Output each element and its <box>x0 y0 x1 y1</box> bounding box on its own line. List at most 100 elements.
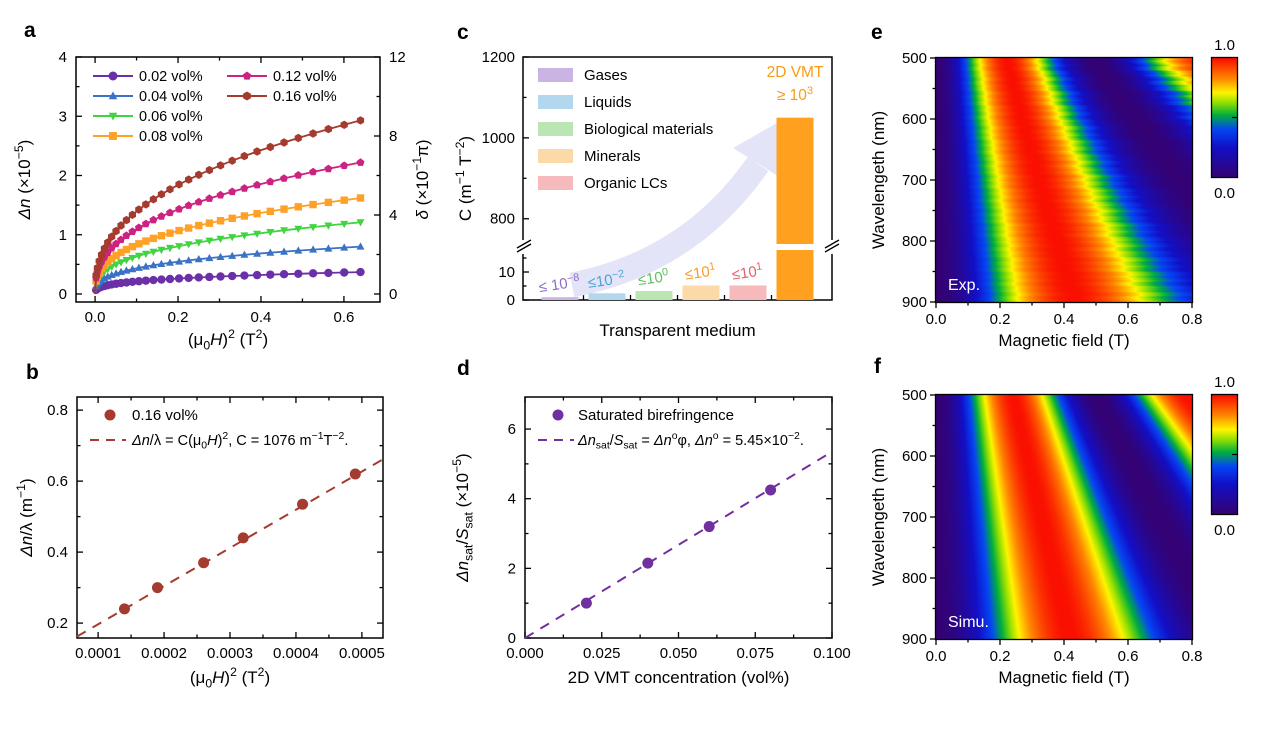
svg-text:0.0: 0.0 <box>1214 185 1235 202</box>
svg-text:0.0003: 0.0003 <box>207 645 253 662</box>
svg-text:Exp.: Exp. <box>948 277 980 294</box>
svg-text:10: 10 <box>498 264 515 281</box>
svg-text:0.0: 0.0 <box>926 648 947 665</box>
svg-text:800: 800 <box>490 211 515 228</box>
svg-text:0.6: 0.6 <box>1118 311 1139 328</box>
svg-text:Gases: Gases <box>584 67 627 84</box>
svg-text:0.6: 0.6 <box>47 473 68 490</box>
svg-text:0.4: 0.4 <box>251 309 272 326</box>
chart-b: 0.0001 0.0002 0.0003 0.0004 0.0005 0.2 0.4 0.6 0… <box>14 396 385 690</box>
svg-text:4: 4 <box>59 49 67 66</box>
svg-text:2D VMT concentration (vol%): 2D VMT concentration (vol%) <box>568 668 790 687</box>
svg-text:12: 12 <box>389 49 406 66</box>
svg-text:0.2: 0.2 <box>168 309 189 326</box>
panel-label-f: f <box>874 355 881 378</box>
svg-text:0.8: 0.8 <box>47 402 68 419</box>
heatmap-exp-canvas <box>936 58 1192 302</box>
svg-text:0.2: 0.2 <box>47 615 68 632</box>
svg-text:2D VMT: 2D VMT <box>767 64 824 81</box>
svg-text:0.0005: 0.0005 <box>339 645 385 662</box>
svg-text:3: 3 <box>59 108 67 125</box>
svg-text:≥ 103: ≥ 103 <box>777 85 813 104</box>
svg-text:0.0004: 0.0004 <box>273 645 319 662</box>
svg-text:8: 8 <box>389 128 397 145</box>
svg-text:6: 6 <box>508 421 516 438</box>
svg-text:Magnetic field (T): Magnetic field (T) <box>998 331 1129 350</box>
svg-text:Wavelengeth (nm): Wavelengeth (nm) <box>869 111 888 249</box>
svg-text:2: 2 <box>59 168 67 185</box>
svg-text:Saturated birefringence: Saturated birefringence <box>578 407 734 424</box>
svg-text:C (m−1 T−2): C (m−1 T−2) <box>453 136 475 221</box>
chart-c: 0 10 800 1000 1200 ≤ 10−8 ≤10−2 ≤100 ≤101 ≤101 2D … <box>453 49 840 340</box>
chart-e: 0.0 0.2 0.4 0.6 0.8 500 600 700 800 900 Magnetic f… <box>869 37 1239 350</box>
panel-label-c: c <box>457 21 469 44</box>
panel-label-a: a <box>24 19 36 42</box>
svg-text:0: 0 <box>507 292 515 309</box>
svg-text:Δnsat/Ssat (×10−5): Δnsat/Ssat (×10−5) <box>450 453 475 582</box>
svg-text:0.04 vol%: 0.04 vol% <box>139 89 203 105</box>
chart-d: 0.000 0.025 0.050 0.075 0.100 0 2 4 6 2D VMT conc… <box>450 396 851 687</box>
svg-text:0.02 vol%: 0.02 vol% <box>139 69 203 85</box>
svg-text:Biological materials: Biological materials <box>584 121 713 138</box>
svg-text:800: 800 <box>902 570 927 587</box>
svg-text:Δn/λ (m−1): Δn/λ (m−1) <box>14 478 36 557</box>
svg-text:0.025: 0.025 <box>583 645 621 662</box>
svg-text:0.000: 0.000 <box>506 645 544 662</box>
svg-text:Δn/λ = C(μ0H)2, C = 1076 m−1T−: Δn/λ = C(μ0H)2, C = 1076 m−1T−2. <box>131 431 348 451</box>
svg-text:900: 900 <box>902 294 927 311</box>
svg-text:0.8: 0.8 <box>1182 648 1203 665</box>
svg-text:600: 600 <box>902 111 927 128</box>
svg-text:Δnsat/Ssat = Δnoφ, Δno = 5.45×: Δnsat/Ssat = Δnoφ, Δno = 5.45×10−2. <box>577 431 804 451</box>
svg-text:(μ0H)2 (T2): (μ0H)2 (T2) <box>188 327 268 352</box>
svg-text:0.0: 0.0 <box>926 311 947 328</box>
svg-text:1: 1 <box>59 227 67 244</box>
svg-text:0: 0 <box>389 286 397 303</box>
svg-text:0: 0 <box>508 630 516 647</box>
svg-text:500: 500 <box>902 387 927 404</box>
svg-text:1200: 1200 <box>482 49 515 66</box>
svg-text:Magnetic field (T): Magnetic field (T) <box>998 668 1129 687</box>
svg-text:0.4: 0.4 <box>1054 311 1075 328</box>
svg-text:700: 700 <box>902 172 927 189</box>
panel-label-d: d <box>457 357 470 380</box>
svg-text:0.0002: 0.0002 <box>141 645 187 662</box>
svg-text:0.12 vol%: 0.12 vol% <box>273 69 337 85</box>
svg-text:1000: 1000 <box>482 130 515 147</box>
svg-text:700: 700 <box>902 509 927 526</box>
svg-text:4: 4 <box>389 207 397 224</box>
svg-text:Organic LCs: Organic LCs <box>584 175 667 192</box>
svg-text:600: 600 <box>902 448 927 465</box>
svg-text:≤10−2: ≤10−2 <box>586 268 626 292</box>
svg-text:800: 800 <box>902 233 927 250</box>
svg-text:1.0: 1.0 <box>1214 37 1235 54</box>
svg-text:δ (×10−1π): δ (×10−1π) <box>410 139 432 219</box>
svg-text:0.08 vol%: 0.08 vol% <box>139 129 203 145</box>
svg-text:0: 0 <box>59 286 67 303</box>
svg-text:0.16 vol%: 0.16 vol% <box>273 89 337 105</box>
svg-text:2: 2 <box>508 560 516 577</box>
svg-text:900: 900 <box>902 631 927 648</box>
svg-text:500: 500 <box>902 50 927 67</box>
svg-text:≤101: ≤101 <box>684 260 717 283</box>
svg-text:0.8: 0.8 <box>1182 311 1203 328</box>
svg-text:≤ 10−8: ≤ 10−8 <box>537 271 581 296</box>
svg-text:Wavelengeth (nm): Wavelengeth (nm) <box>869 448 888 586</box>
svg-text:4: 4 <box>508 491 516 508</box>
svg-text:0.06 vol%: 0.06 vol% <box>139 109 203 125</box>
svg-text:0.075: 0.075 <box>736 645 774 662</box>
panel-label-b: b <box>26 361 39 384</box>
svg-text:0.050: 0.050 <box>660 645 698 662</box>
svg-text:≤100: ≤100 <box>637 266 670 289</box>
svg-text:0.0: 0.0 <box>85 309 106 326</box>
heatmap-simu-canvas <box>936 395 1192 639</box>
svg-text:Δn (×10−5): Δn (×10−5) <box>12 140 34 221</box>
svg-text:Minerals: Minerals <box>584 148 641 165</box>
panel-label-e: e <box>871 21 883 44</box>
svg-text:0.100: 0.100 <box>813 645 851 662</box>
svg-text:0.2: 0.2 <box>990 311 1011 328</box>
svg-text:0.16 vol%: 0.16 vol% <box>132 407 198 424</box>
svg-text:0.2: 0.2 <box>990 648 1011 665</box>
